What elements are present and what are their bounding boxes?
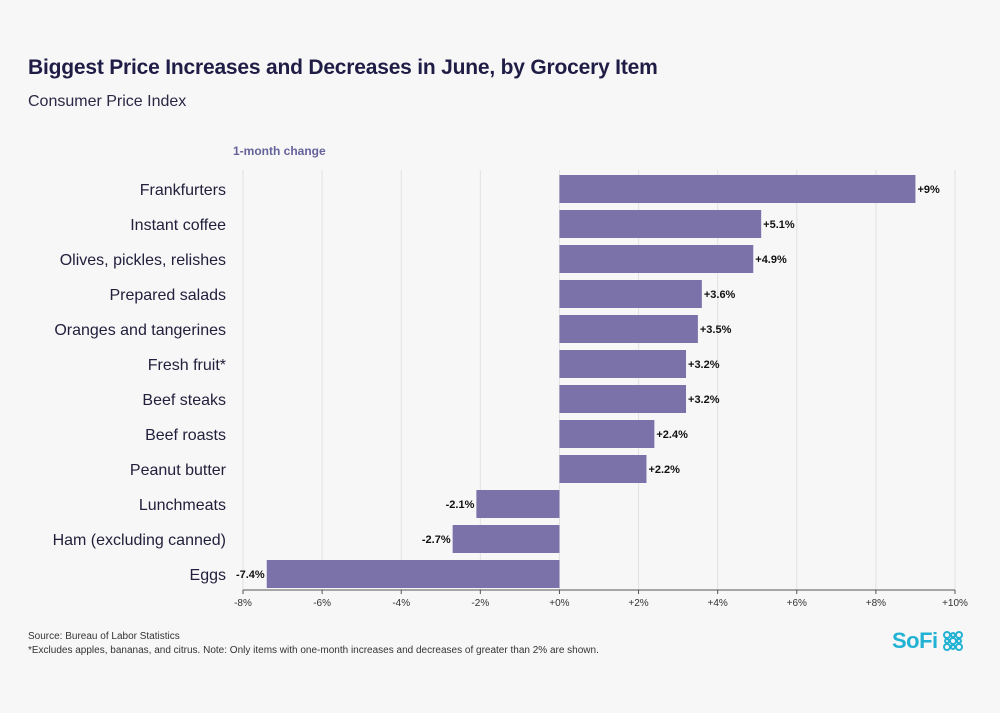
value-label: +4.9% bbox=[755, 254, 787, 266]
value-label: -2.1% bbox=[446, 499, 475, 511]
brand-name: SoFi bbox=[892, 628, 938, 653]
bar bbox=[559, 420, 655, 448]
value-label: +9% bbox=[917, 184, 940, 196]
x-tick-label: -2% bbox=[471, 598, 489, 609]
category-label: Eggs bbox=[190, 567, 226, 584]
value-label: +5.1% bbox=[763, 219, 795, 231]
x-tick-label: +8% bbox=[866, 598, 886, 609]
category-label: Ham (excluding canned) bbox=[53, 532, 226, 549]
x-tick-label: +6% bbox=[787, 598, 807, 609]
x-tick-label: -8% bbox=[234, 598, 252, 609]
category-label: Beef roasts bbox=[145, 427, 226, 444]
category-label: Olives, pickles, relishes bbox=[60, 252, 226, 269]
value-label: -2.7% bbox=[422, 534, 451, 546]
value-label: +2.4% bbox=[656, 429, 688, 441]
x-tick-label: +0% bbox=[549, 598, 569, 609]
chart-title: Biggest Price Increases and Decreases in… bbox=[28, 56, 658, 79]
category-label: Peanut butter bbox=[130, 462, 227, 479]
bar bbox=[559, 350, 687, 378]
x-tick-label: -6% bbox=[313, 598, 331, 609]
category-label: Instant coffee bbox=[130, 217, 226, 234]
value-label: +3.5% bbox=[700, 324, 732, 336]
bar bbox=[559, 280, 702, 308]
value-label: -7.4% bbox=[236, 569, 265, 581]
bar bbox=[559, 210, 762, 238]
bar bbox=[559, 245, 754, 273]
sofi-logo: SoFi bbox=[892, 628, 964, 654]
category-label: Beef steaks bbox=[142, 392, 226, 409]
bar bbox=[452, 525, 560, 553]
axis-caption: 1-month change bbox=[233, 144, 326, 158]
bar bbox=[559, 385, 687, 413]
value-label: +3.6% bbox=[704, 289, 736, 301]
bar bbox=[559, 175, 916, 203]
bar bbox=[559, 315, 698, 343]
category-label: Lunchmeats bbox=[139, 497, 226, 514]
category-label: Prepared salads bbox=[109, 287, 226, 304]
x-tick-label: +2% bbox=[628, 598, 648, 609]
bars bbox=[266, 175, 916, 588]
value-label: +2.2% bbox=[648, 464, 680, 476]
footnote: *Excludes apples, bananas, and citrus. N… bbox=[28, 645, 599, 656]
bar bbox=[266, 560, 560, 588]
chart-subtitle: Consumer Price Index bbox=[28, 93, 187, 110]
x-tick-label: -4% bbox=[392, 598, 410, 609]
sofi-logo-icon bbox=[942, 631, 963, 651]
x-tick-label: +10% bbox=[942, 598, 968, 609]
source-note: Source: Bureau of Labor Statistics bbox=[28, 631, 180, 642]
category-label: Oranges and tangerines bbox=[54, 322, 226, 339]
labels: Frankfurters +9% Instant coffee +5.1% Olives… bbox=[53, 182, 940, 584]
x-tick-label: +4% bbox=[708, 598, 728, 609]
value-label: +3.2% bbox=[688, 394, 720, 406]
category-label: Frankfurters bbox=[140, 182, 226, 199]
grid-lines bbox=[242, 170, 956, 590]
bar bbox=[476, 490, 560, 518]
x-axis: -8% -6% -4% -2% +0% +2% +4% +6% +8% +10% bbox=[234, 589, 968, 609]
value-label: +3.2% bbox=[688, 359, 720, 371]
bar bbox=[559, 455, 647, 483]
category-label: Fresh fruit* bbox=[148, 357, 226, 374]
